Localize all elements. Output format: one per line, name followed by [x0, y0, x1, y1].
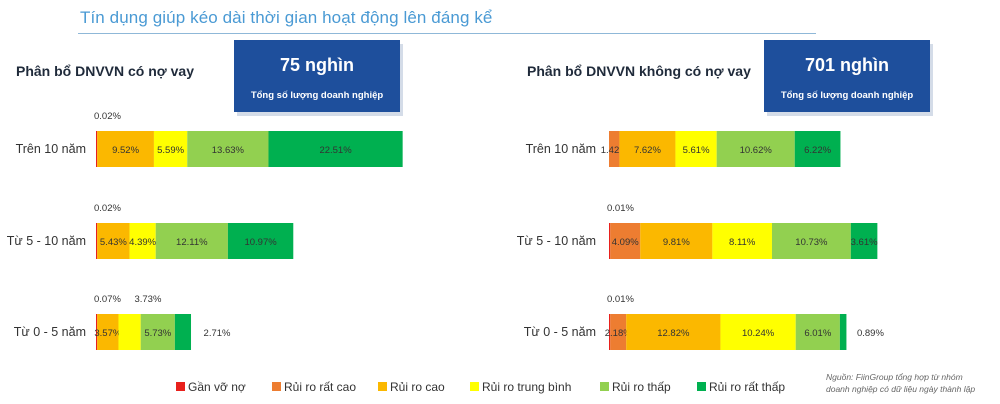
- data-label: 10.62%: [740, 145, 773, 156]
- data-label: 0.07%: [94, 294, 121, 305]
- legend-label: Rủi ro rất cao: [284, 380, 356, 394]
- data-label: 13.63%: [212, 145, 245, 156]
- bar-segment: [97, 131, 154, 167]
- bar-segment: [153, 131, 188, 167]
- bar-segment: [619, 131, 676, 167]
- legend-swatch: [176, 382, 185, 391]
- data-label: 5.43%: [100, 237, 127, 248]
- legend-label: Rủi ro cao: [390, 380, 445, 394]
- legend-swatch: [470, 382, 479, 391]
- data-label: 6.22%: [804, 145, 831, 156]
- bar-segment: [716, 131, 795, 167]
- summary-caption: Tổng số lượng doanh nghiệp: [781, 90, 914, 101]
- data-label: 5.59%: [157, 145, 184, 156]
- category-label: Từ 5 - 10 năm: [517, 234, 596, 248]
- data-label: 10.97%: [244, 237, 277, 248]
- category-label: Trên 10 năm: [16, 142, 86, 156]
- data-label: 2.71%: [204, 328, 231, 339]
- category-label: Trên 10 năm: [526, 142, 596, 156]
- bar-segment: [771, 223, 851, 259]
- summary-box: [764, 40, 930, 112]
- bar-segment: [675, 131, 717, 167]
- bar-segment: [640, 223, 713, 259]
- bar-segment: [96, 223, 98, 259]
- data-label: 0.02%: [94, 111, 121, 122]
- summary-box: [234, 40, 400, 112]
- bar-segment: [609, 223, 611, 259]
- legend-label: Gần vỡ nợ: [188, 380, 246, 394]
- summary-value: 75 nghìn: [280, 55, 354, 75]
- legend-swatch: [600, 382, 609, 391]
- bar-segment: [155, 223, 228, 259]
- bar-segment: [850, 223, 878, 259]
- legend-swatch: [378, 382, 387, 391]
- data-label: 10.73%: [795, 237, 828, 248]
- bar-segment: [97, 223, 130, 259]
- panel-title: Phân bổ DNVVN không có nợ vay: [527, 63, 751, 79]
- title-divider: [78, 33, 816, 34]
- data-label: 12.11%: [176, 237, 208, 248]
- summary-value: 701 nghìn: [805, 55, 889, 75]
- bar-segment: [96, 314, 98, 350]
- data-label: 6.01%: [804, 328, 831, 339]
- bar-segment: [794, 131, 841, 167]
- data-label: 5.61%: [683, 145, 710, 156]
- data-label: 1.42%: [601, 145, 628, 156]
- bar-segment: [712, 223, 772, 259]
- bar-segment: [268, 131, 403, 167]
- data-label: 10.24%: [742, 328, 775, 339]
- legend-label: Rủi ro thấp: [612, 380, 671, 394]
- bar-segment: [174, 314, 192, 350]
- data-label: 0.01%: [607, 203, 634, 214]
- bar-segment: [795, 314, 840, 350]
- source-note: doanh nghiệp có dữ liệu ngày thành lập: [826, 384, 975, 394]
- data-label: 0.02%: [94, 203, 121, 214]
- bar-segment: [609, 131, 620, 167]
- data-label: 4.39%: [129, 237, 156, 248]
- data-label: 0.01%: [607, 294, 634, 305]
- category-label: Từ 0 - 5 năm: [524, 325, 596, 339]
- page-title: Tín dụng giúp kéo dài thời gian hoạt độn…: [80, 8, 493, 27]
- panel-title: Phân bổ DNVVN có nợ vay: [16, 63, 194, 79]
- bar-segment: [97, 314, 119, 350]
- data-label: 3.57%: [94, 328, 121, 339]
- bar-segment: [720, 314, 796, 350]
- legend-swatch: [272, 382, 281, 391]
- data-label: 8.11%: [729, 237, 756, 248]
- bar-segment: [140, 314, 175, 350]
- data-label: 9.81%: [663, 237, 690, 248]
- bar-segment: [610, 223, 641, 259]
- data-label: 5.73%: [144, 328, 171, 339]
- bar-segment: [187, 131, 269, 167]
- data-label: 9.52%: [112, 145, 139, 156]
- bar-segment: [227, 223, 294, 259]
- legend-label: Rủi ro rất thấp: [709, 380, 785, 394]
- bar-segment: [118, 314, 141, 350]
- category-label: Từ 5 - 10 năm: [7, 234, 86, 248]
- bar-segment: [610, 314, 627, 350]
- data-label: 3.73%: [134, 294, 161, 305]
- bar-segment: [129, 223, 156, 259]
- legend-label: Rủi ro trung bình: [482, 380, 571, 394]
- data-label: 12.82%: [657, 328, 690, 339]
- legend-swatch: [697, 382, 706, 391]
- data-label: 0.89%: [857, 328, 884, 339]
- source-note: Nguồn: FiinGroup tổng hợp từ nhóm: [826, 372, 963, 382]
- bar-segment: [609, 314, 611, 350]
- data-label: 3.61%: [851, 237, 878, 248]
- summary-caption: Tổng số lượng doanh nghiệp: [251, 90, 384, 101]
- data-label: 4.09%: [612, 237, 639, 248]
- data-label: 22.51%: [319, 145, 352, 156]
- data-label: 7.62%: [634, 145, 661, 156]
- bar-segment: [96, 131, 98, 167]
- category-label: Từ 0 - 5 năm: [14, 325, 86, 339]
- bar-segment: [626, 314, 721, 350]
- bar-segment: [839, 314, 847, 350]
- data-label: 2.18%: [605, 328, 632, 339]
